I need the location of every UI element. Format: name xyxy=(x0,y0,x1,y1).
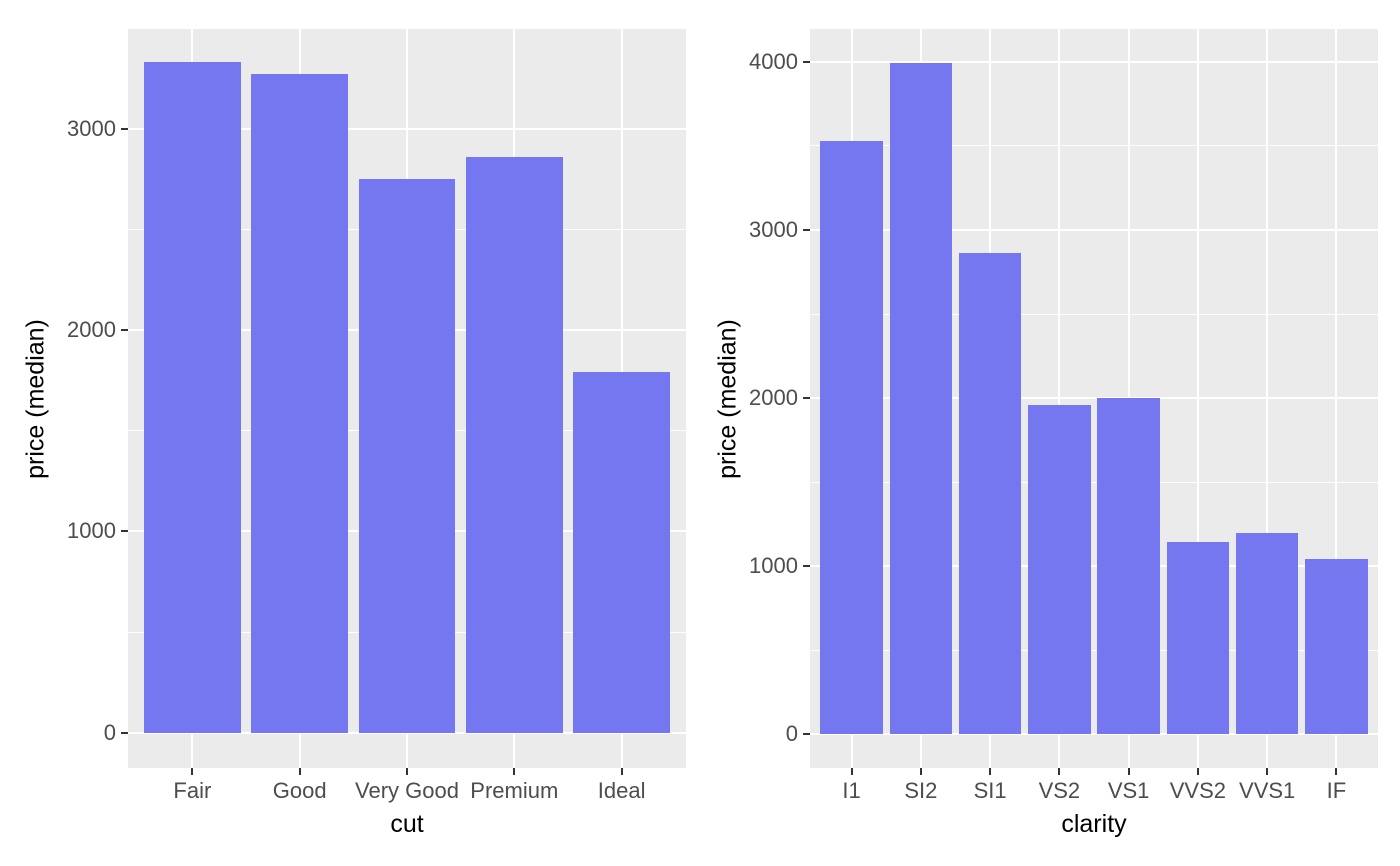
bar-premium xyxy=(466,156,563,733)
x-tick-mark xyxy=(620,768,623,775)
y-tick-label: 2000 xyxy=(749,385,798,411)
bar-vvs1 xyxy=(1236,532,1299,735)
x-tick-label: Ideal xyxy=(597,778,646,803)
bar-vvs2 xyxy=(1166,541,1230,735)
bar-si2 xyxy=(889,62,952,735)
y-tick-label: 3000 xyxy=(67,115,116,141)
x-tick-label: Very Good xyxy=(355,778,459,803)
minor-gridline xyxy=(810,649,1378,651)
chart-price-by-clarity: price (median) clarity 0 1000 2000 3000 4000… xyxy=(700,0,1400,866)
y-axis-title-price-median-left: price (median) xyxy=(21,318,50,479)
y-tick-label: 0 xyxy=(103,719,116,745)
y-tick-mark xyxy=(121,731,128,734)
bar-si1 xyxy=(958,253,1022,735)
x-tick-label: VVS1 xyxy=(1239,778,1296,803)
y-tick-mark xyxy=(803,733,810,736)
chart-price-by-cut: price (median) cut 0 1000 2000 3000 Fair Good… xyxy=(21,29,686,838)
bar-good xyxy=(251,74,348,733)
x-tick-label: I1 xyxy=(842,778,861,803)
bar-ideal xyxy=(573,372,670,733)
plot-panel xyxy=(128,29,686,768)
y-tick-mark xyxy=(121,329,128,332)
minor-gridline xyxy=(810,313,1378,315)
x-tick-label: Good xyxy=(272,778,327,803)
bar-vs2 xyxy=(1028,404,1091,735)
y-tick-mark xyxy=(121,530,128,533)
y-tick-mark xyxy=(121,127,128,130)
x-tick-label: Fair xyxy=(173,778,212,803)
y-tick-label: 3000 xyxy=(749,216,798,242)
x-tick-mark xyxy=(513,768,516,775)
x-tick-mark xyxy=(1058,768,1061,775)
x-tick-label: SI2 xyxy=(904,778,938,803)
x-axis-title-cut: cut xyxy=(390,810,424,838)
x-tick-mark xyxy=(406,768,408,775)
category-gridline xyxy=(1196,29,1199,768)
x-tick-mark xyxy=(1335,768,1338,775)
category-gridline xyxy=(1266,29,1269,768)
y-tick-mark xyxy=(803,60,810,63)
y-tick-label: 1000 xyxy=(749,553,798,579)
x-tick-mark xyxy=(1127,768,1130,775)
major-gridline xyxy=(810,397,1378,400)
y-tick-mark xyxy=(803,397,810,400)
major-gridline xyxy=(810,565,1378,568)
x-tick-label: Premium xyxy=(470,778,559,803)
x-tick-mark xyxy=(919,768,922,775)
bar-very-good xyxy=(358,179,456,733)
minor-gridline xyxy=(810,145,1378,147)
major-gridline xyxy=(810,228,1378,231)
x-tick-label: SI1 xyxy=(973,778,1007,803)
y-tick-mark xyxy=(803,565,810,568)
y-tick-label: 4000 xyxy=(749,48,798,74)
x-tick-mark xyxy=(989,768,992,775)
y-tick-label: 1000 xyxy=(67,518,116,544)
y-axis-title-price-median-right: price (median) xyxy=(713,318,742,479)
bar-if xyxy=(1305,559,1368,735)
bar-fair xyxy=(144,62,241,733)
y-tick-mark xyxy=(803,228,810,231)
y-tick-label: 0 xyxy=(785,721,798,747)
x-tick-mark xyxy=(1266,768,1269,775)
x-tick-label: IF xyxy=(1326,778,1347,803)
x-tick-label: VS2 xyxy=(1038,778,1081,803)
x-tick-label: VS1 xyxy=(1107,778,1150,803)
x-tick-label: VVS2 xyxy=(1169,778,1227,803)
major-gridline xyxy=(810,733,1378,736)
category-gridline xyxy=(1058,29,1061,768)
x-tick-mark xyxy=(850,768,853,775)
minor-gridline xyxy=(810,481,1378,483)
plot-panel xyxy=(810,29,1378,768)
x-axis-title-clarity: clarity xyxy=(1061,810,1127,838)
x-tick-mark xyxy=(298,768,301,775)
category-gridline xyxy=(1335,29,1338,768)
y-tick-label: 2000 xyxy=(67,317,116,343)
bar-vs1 xyxy=(1097,398,1160,735)
x-tick-mark xyxy=(1196,768,1199,775)
x-tick-mark xyxy=(191,768,194,775)
bar-i1 xyxy=(820,140,883,735)
major-gridline xyxy=(810,60,1378,63)
